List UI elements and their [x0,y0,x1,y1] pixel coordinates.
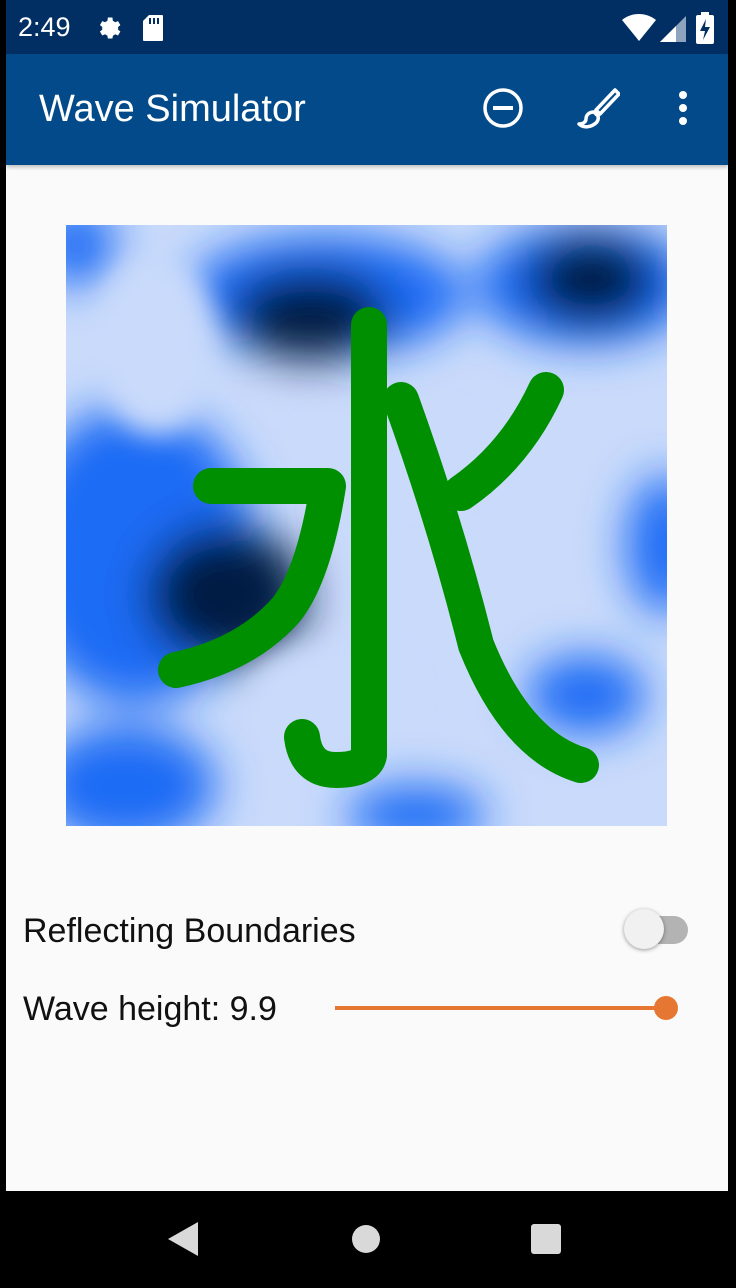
app-window: 2:49 Wave Simulator [6,0,728,1288]
home-button[interactable] [336,1211,396,1271]
more-vert-icon [677,90,689,131]
reflecting-boundaries-switch[interactable] [624,908,692,952]
signal-icon [660,16,686,47]
brush-button[interactable] [572,84,624,136]
status-bar: 2:49 [6,0,728,54]
wave-height-slider[interactable] [331,990,678,1026]
wifi-icon [622,14,656,47]
navigation-bar [0,1191,736,1288]
gear-icon [94,14,122,47]
app-bar: Wave Simulator [6,54,728,165]
slider-thumb[interactable] [654,996,678,1020]
sd-card-icon [142,14,164,47]
water-kanji-drawing [158,307,599,788]
remove-circle-icon [482,87,524,134]
reflecting-boundaries-label: Reflecting Boundaries [23,912,356,950]
status-time: 2:49 [18,12,71,42]
wave-simulation-canvas[interactable] [66,225,667,826]
back-button[interactable] [153,1211,213,1271]
app-title: Wave Simulator [39,88,306,130]
overflow-menu-button[interactable] [657,84,709,136]
back-icon [168,1221,198,1261]
remove-circle-button[interactable] [477,84,529,136]
slider-track [335,1006,666,1010]
switch-thumb [624,909,664,949]
recents-icon [531,1223,561,1259]
brush-icon [576,86,621,135]
home-icon [351,1224,381,1259]
wave-height-label: Wave height: 9.9 [23,990,277,1028]
recents-button[interactable] [516,1211,576,1271]
battery-charging-icon [696,12,714,49]
